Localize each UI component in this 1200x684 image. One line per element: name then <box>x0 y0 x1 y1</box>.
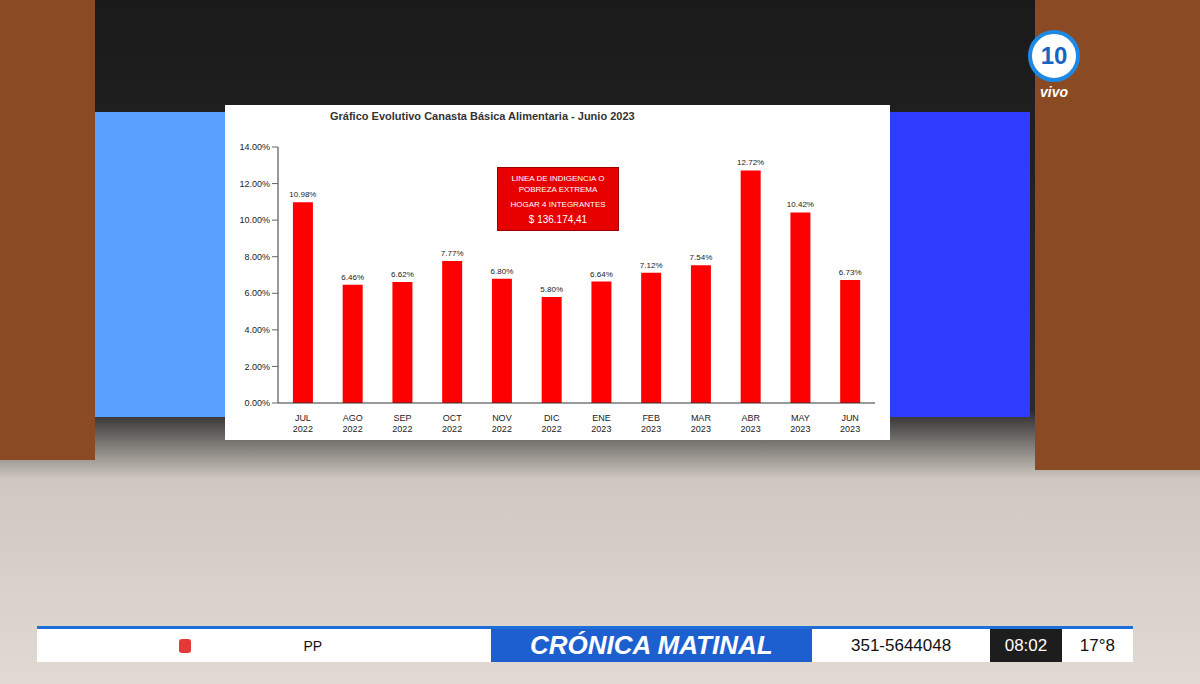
svg-text:AGO2022: AGO2022 <box>343 413 363 434</box>
svg-text:6.80%: 6.80% <box>491 267 514 276</box>
svg-text:12.72%: 12.72% <box>737 158 764 167</box>
svg-text:6.46%: 6.46% <box>341 273 364 282</box>
svg-text:2.00%: 2.00% <box>244 362 270 372</box>
html-text:08:02: 08:02 <box>1004 636 1048 655</box>
svg-text:FEB2023: FEB2023 <box>641 413 661 434</box>
html-text:PP: PP <box>303 637 323 654</box>
svg-text:SEP2022: SEP2022 <box>392 413 412 434</box>
svg-text:7.12%: 7.12% <box>640 261 663 270</box>
html-text:CRÓNICA MATINAL: CRÓNICA MATINAL <box>530 630 773 660</box>
html-text:HOGAR 4 INTEGRANTES: HOGAR 4 INTEGRANTES <box>510 200 606 209</box>
html-text:351-5644048: 351-5644048 <box>851 635 952 655</box>
svg-text:NOV2022: NOV2022 <box>492 413 512 434</box>
svg-text:6.64%: 6.64% <box>590 270 613 279</box>
svg-text:7.54%: 7.54% <box>690 253 713 262</box>
html-text:10: 10 <box>1040 42 1068 69</box>
svg-text:JUN2023: JUN2023 <box>840 413 860 434</box>
svg-text:MAY2023: MAY2023 <box>790 413 810 434</box>
svg-text:ABR2023: ABR2023 <box>741 413 761 434</box>
svg-text:MAR2023: MAR2023 <box>691 413 712 434</box>
svg-text:DIC2022: DIC2022 <box>542 413 562 434</box>
svg-text:0.00%: 0.00% <box>244 398 270 408</box>
html-text:$ 136.174,41: $ 136.174,41 <box>528 214 588 225</box>
html-text:LINEA DE INDIGENCIA O POBREZA: LINEA DE INDIGENCIA O POBREZA EXTREMA <box>511 174 605 194</box>
svg-text:6.00%: 6.00% <box>244 288 270 298</box>
html-text:vivo: vivo <box>1040 84 1068 100</box>
svg-text:ENE2023: ENE2023 <box>591 413 611 434</box>
svg-text:7.77%: 7.77% <box>441 249 464 258</box>
svg-text:12.00%: 12.00% <box>239 179 270 189</box>
svg-text:5.80%: 5.80% <box>540 285 563 294</box>
svg-text:OCT2022: OCT2022 <box>442 413 462 434</box>
svg-text:10.42%: 10.42% <box>787 200 814 209</box>
html-text:17°8: 17°8 <box>1079 635 1115 655</box>
svg-text:10.98%: 10.98% <box>289 190 316 199</box>
svg-text:8.00%: 8.00% <box>244 252 270 262</box>
html-text:Gráfico Evolutivo Canasta Bási: Gráfico Evolutivo Canasta Básica Aliment… <box>330 110 635 122</box>
svg-text:4.00%: 4.00% <box>244 325 270 335</box>
svg-text:10.00%: 10.00% <box>239 215 270 225</box>
svg-text:14.00%: 14.00% <box>239 142 270 152</box>
svg-text:6.73%: 6.73% <box>839 268 862 277</box>
svg-text:6.62%: 6.62% <box>391 270 414 279</box>
svg-text:JUL2022: JUL2022 <box>293 413 313 434</box>
